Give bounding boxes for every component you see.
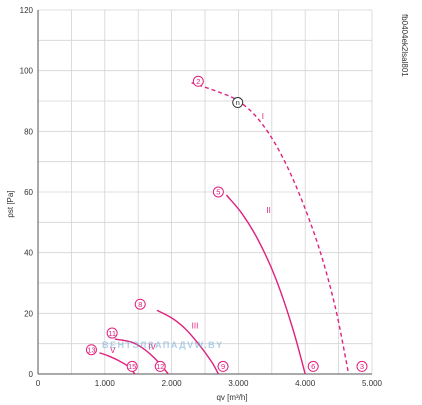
point-marker-label: 11 <box>108 329 116 338</box>
point-marker-label: 2 <box>196 77 200 86</box>
x-tick-label: 1.000 <box>95 379 116 388</box>
x-tick-label: 4.000 <box>295 379 316 388</box>
x-axis-label: qv [m³/h] <box>216 393 247 402</box>
point-marker-circle <box>106 327 118 339</box>
point-marker-circle <box>85 344 97 356</box>
point-marker-circle <box>134 298 146 310</box>
curve-label: V <box>110 346 116 355</box>
point-marker-circle <box>192 75 204 87</box>
point-marker-label: 8 <box>138 300 142 309</box>
point-marker-circle <box>212 186 224 198</box>
point-marker-label: 15 <box>128 362 136 371</box>
point-marker-label: 9 <box>221 362 225 371</box>
point-marker-circle <box>217 360 229 372</box>
point-marker-label: 12 <box>156 362 164 371</box>
y-tick-label: 40 <box>24 249 33 258</box>
y-tick-label: 20 <box>24 309 33 318</box>
point-marker-circle <box>356 360 368 372</box>
point-markers: 2 n 3 5 6 8 9 11 12 13 15 <box>85 75 368 372</box>
document-code: fb0404ek2lsal801 <box>400 14 409 77</box>
point-marker-label: n <box>236 98 240 107</box>
x-tick-label: 5.000 <box>362 379 383 388</box>
x-tick-label: 2.000 <box>162 379 183 388</box>
point-marker-label: 6 <box>311 362 315 371</box>
point-marker-circle <box>154 360 166 372</box>
series-curve-ii <box>225 194 306 375</box>
curve-label: IV <box>148 343 156 352</box>
y-tick-label: 0 <box>29 370 34 379</box>
grid-lines <box>37 9 373 375</box>
point-marker-label: 13 <box>87 345 95 354</box>
tick-labels: 0 1.000 2.000 3.000 4.000 5.000 0 20 40 60 80 100 12… <box>20 6 383 388</box>
watermark: ВЕНТЭЛЗАПАДVW.BY <box>102 340 224 350</box>
point-marker-label: 5 <box>216 188 220 197</box>
series-curve-i <box>191 82 350 375</box>
curve-label: I <box>262 112 264 121</box>
point-marker-circle <box>307 360 319 372</box>
y-tick-label: 100 <box>20 67 34 76</box>
axes <box>37 10 372 375</box>
x-tick-label: 0 <box>36 379 41 388</box>
point-marker-circle <box>232 97 244 109</box>
y-axis-label: pst [Pa] <box>6 190 15 217</box>
y-tick-label: 120 <box>20 6 34 15</box>
curve-label: II <box>266 206 270 215</box>
curve-label: III <box>192 322 199 331</box>
series-curve-iii <box>156 309 220 375</box>
y-tick-label: 80 <box>24 127 33 136</box>
series-curves <box>99 82 350 375</box>
point-marker-circle <box>126 360 138 372</box>
y-tick-label: 60 <box>24 188 33 197</box>
point-marker-label: 3 <box>360 362 364 371</box>
x-tick-label: 3.000 <box>228 379 249 388</box>
